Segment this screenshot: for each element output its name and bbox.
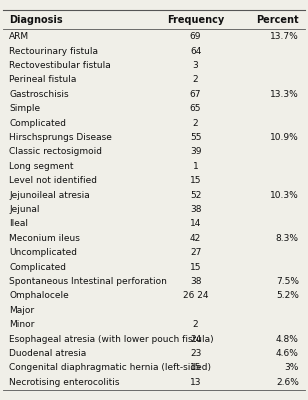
Text: Necrotising enterocolitis: Necrotising enterocolitis xyxy=(9,378,120,387)
Text: Frequency: Frequency xyxy=(167,15,224,25)
Text: 3%: 3% xyxy=(284,363,299,372)
Text: Hirschsprungs Disease: Hirschsprungs Disease xyxy=(9,133,112,142)
Text: 13.7%: 13.7% xyxy=(270,32,299,41)
Text: 15: 15 xyxy=(190,176,201,185)
Text: Congenital diaphragmatic hernia (left-sided): Congenital diaphragmatic hernia (left-si… xyxy=(9,363,211,372)
Text: 15: 15 xyxy=(190,262,201,272)
Text: 26 24: 26 24 xyxy=(183,291,208,300)
Text: Complicated: Complicated xyxy=(9,262,66,272)
Text: 52: 52 xyxy=(190,190,201,200)
Text: 23: 23 xyxy=(190,349,201,358)
Text: Simple: Simple xyxy=(9,104,40,113)
Text: Jejunal: Jejunal xyxy=(9,205,40,214)
Text: 14: 14 xyxy=(190,219,201,228)
Text: 10.9%: 10.9% xyxy=(270,133,299,142)
Text: Rectovestibular fistula: Rectovestibular fistula xyxy=(9,61,111,70)
Text: Omphalocele: Omphalocele xyxy=(9,291,69,300)
Text: Percent: Percent xyxy=(256,15,299,25)
Text: 38: 38 xyxy=(190,205,201,214)
Text: 42: 42 xyxy=(190,234,201,243)
Text: 2: 2 xyxy=(193,75,198,84)
Text: 27: 27 xyxy=(190,248,201,257)
Text: Classic rectosigmoid: Classic rectosigmoid xyxy=(9,147,102,156)
Text: 13: 13 xyxy=(190,378,201,387)
Text: Ileal: Ileal xyxy=(9,219,28,228)
Text: 3: 3 xyxy=(193,61,198,70)
Text: 13.3%: 13.3% xyxy=(270,90,299,99)
Text: 7.5%: 7.5% xyxy=(276,277,299,286)
Text: 39: 39 xyxy=(190,147,201,156)
Text: Uncomplicated: Uncomplicated xyxy=(9,248,77,257)
Text: 2: 2 xyxy=(193,320,198,329)
Text: Minor: Minor xyxy=(9,320,34,329)
Text: 10.3%: 10.3% xyxy=(270,190,299,200)
Text: Major: Major xyxy=(9,306,34,315)
Text: Rectourinary fistula: Rectourinary fistula xyxy=(9,46,98,56)
Text: 8.3%: 8.3% xyxy=(276,234,299,243)
Text: 55: 55 xyxy=(190,133,201,142)
Text: 1: 1 xyxy=(193,162,198,171)
Text: 38: 38 xyxy=(190,277,201,286)
Text: Esophageal atresia (with lower pouch fistula): Esophageal atresia (with lower pouch fis… xyxy=(9,334,214,344)
Text: Duodenal atresia: Duodenal atresia xyxy=(9,349,87,358)
Text: 2.6%: 2.6% xyxy=(276,378,299,387)
Text: Long segment: Long segment xyxy=(9,162,74,171)
Text: 4.6%: 4.6% xyxy=(276,349,299,358)
Text: 67: 67 xyxy=(190,90,201,99)
Text: Spontaneous Intestinal perforation: Spontaneous Intestinal perforation xyxy=(9,277,167,286)
Text: Perineal fistula: Perineal fistula xyxy=(9,75,77,84)
Text: ARM: ARM xyxy=(9,32,29,41)
Text: 64: 64 xyxy=(190,46,201,56)
Text: Complicated: Complicated xyxy=(9,118,66,128)
Text: Jejunoileal atresia: Jejunoileal atresia xyxy=(9,190,90,200)
Text: 69: 69 xyxy=(190,32,201,41)
Text: 24: 24 xyxy=(190,334,201,344)
Text: 15: 15 xyxy=(190,363,201,372)
Text: Level not identified: Level not identified xyxy=(9,176,97,185)
Text: 5.2%: 5.2% xyxy=(276,291,299,300)
Text: Gastroschisis: Gastroschisis xyxy=(9,90,69,99)
Text: 2: 2 xyxy=(193,118,198,128)
Text: 4.8%: 4.8% xyxy=(276,334,299,344)
Text: Diagnosis: Diagnosis xyxy=(9,15,63,25)
Text: 65: 65 xyxy=(190,104,201,113)
Text: Meconium ileus: Meconium ileus xyxy=(9,234,80,243)
